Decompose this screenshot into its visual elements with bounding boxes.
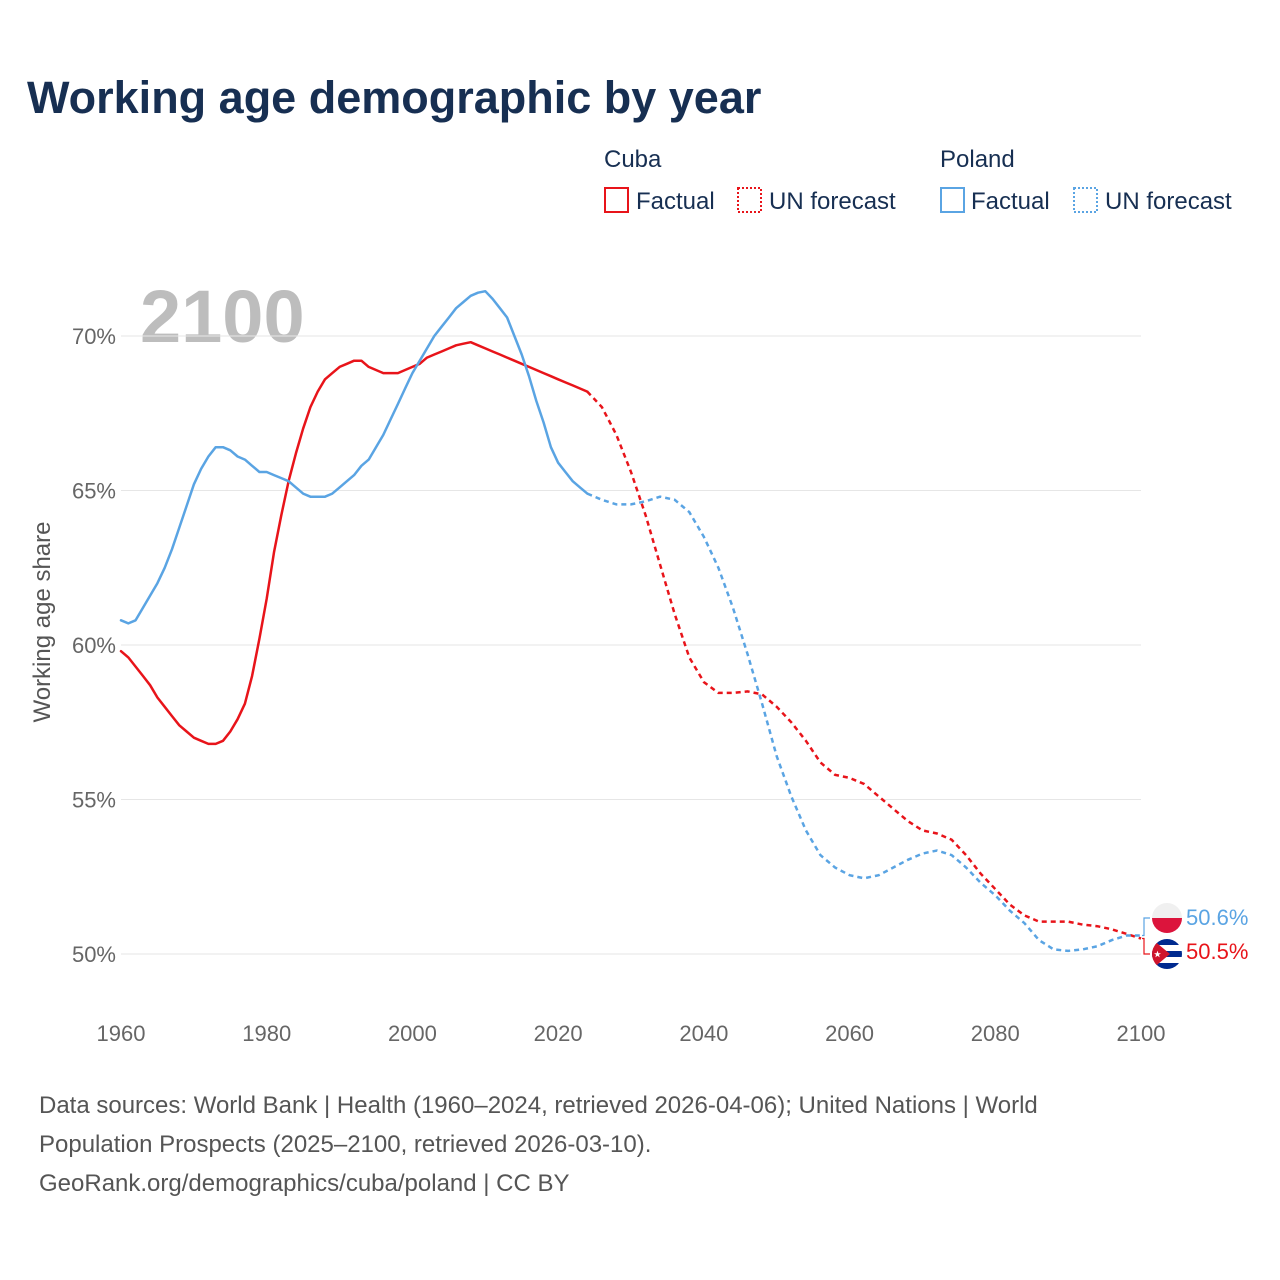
connector-poland bbox=[1142, 917, 1150, 937]
end-markers: 50.6% 50.5% bbox=[1142, 903, 1248, 969]
legend-label-poland-factual: Factual bbox=[971, 188, 1050, 215]
series-line-cuba-forecast bbox=[586, 390, 1142, 940]
x-tick-label: 2060 bbox=[825, 1021, 874, 1046]
x-tick-label: 1960 bbox=[97, 1021, 146, 1046]
legend-swatch-poland-forecast bbox=[1073, 187, 1098, 213]
y-tick-label: 65% bbox=[72, 479, 116, 504]
series-line-poland-factual bbox=[119, 289, 589, 625]
y-tick-label: 55% bbox=[72, 788, 116, 813]
series-line-cuba-factual bbox=[119, 340, 589, 746]
legend-label-cuba-forecast: UN forecast bbox=[769, 188, 896, 215]
footer-source-line-1: Data sources: World Bank | Health (1960–… bbox=[39, 1092, 1038, 1119]
x-tick-label: 2020 bbox=[534, 1021, 583, 1046]
year-overlay: 2100 bbox=[140, 275, 305, 358]
data-lines bbox=[119, 289, 1142, 953]
x-tick-label: 2100 bbox=[1117, 1021, 1166, 1046]
y-axis-title: Working age share bbox=[29, 522, 56, 723]
y-axis-ticks: 50% 55% 60% 65% 70% bbox=[72, 324, 116, 967]
series-line-poland-forecast bbox=[586, 492, 1141, 953]
legend-group-cuba: Cuba bbox=[604, 146, 662, 173]
footer-source-line-2: Population Prospects (2025–2100, retriev… bbox=[39, 1131, 651, 1158]
end-label-poland: 50.6% bbox=[1186, 905, 1248, 930]
cuba-flag-icon bbox=[1152, 939, 1182, 969]
legend-swatch-cuba-forecast bbox=[737, 187, 762, 213]
x-tick-label: 2080 bbox=[971, 1021, 1020, 1046]
x-axis-ticks: 1960 1980 2000 2020 2040 2060 2080 2100 bbox=[97, 1021, 1166, 1046]
y-tick-label: 70% bbox=[72, 324, 116, 349]
footer-credit: GeoRank.org/demographics/cuba/poland | C… bbox=[39, 1170, 570, 1197]
legend-label-cuba-factual: Factual bbox=[636, 188, 715, 215]
y-tick-label: 50% bbox=[72, 942, 116, 967]
x-tick-label: 2040 bbox=[679, 1021, 728, 1046]
legend-group-poland: Poland bbox=[940, 146, 1015, 173]
legend: Cuba Factual UN forecast Poland Factual … bbox=[604, 146, 1232, 215]
end-label-cuba: 50.5% bbox=[1186, 939, 1248, 964]
connector-cuba bbox=[1142, 937, 1150, 955]
y-tick-label: 60% bbox=[72, 633, 116, 658]
gridlines bbox=[121, 335, 1141, 955]
poland-flag-icon bbox=[1152, 903, 1182, 933]
legend-label-poland-forecast: UN forecast bbox=[1105, 188, 1232, 215]
x-tick-label: 2000 bbox=[388, 1021, 437, 1046]
legend-swatch-cuba-factual bbox=[604, 187, 629, 213]
legend-swatch-poland-factual bbox=[940, 187, 965, 213]
chart-title: Working age demographic by year bbox=[27, 72, 761, 123]
x-tick-label: 1980 bbox=[242, 1021, 291, 1046]
